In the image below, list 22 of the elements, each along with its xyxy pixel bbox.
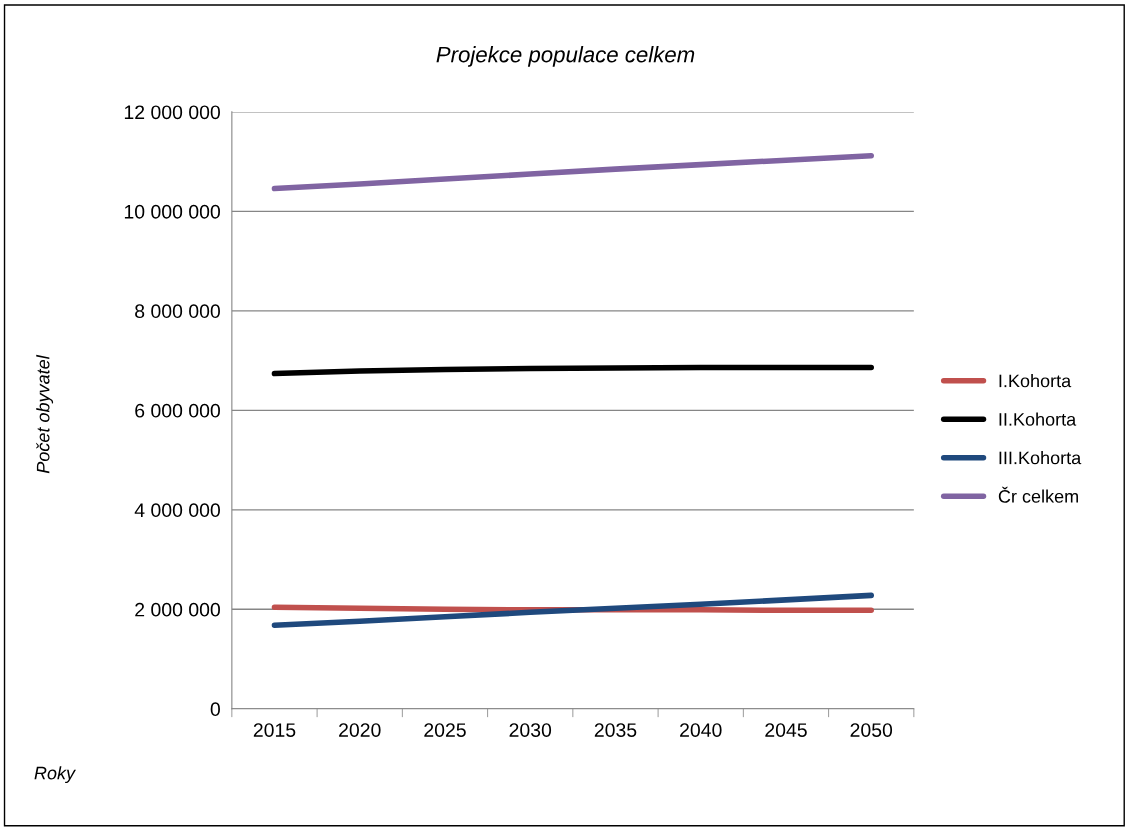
x-tick-label: 2045 xyxy=(765,723,807,737)
y-tick-label: 4 000 000 xyxy=(134,503,220,518)
y-axis-title: Počet obyvatel xyxy=(36,354,54,474)
legend-label: I.Kohorta xyxy=(999,374,1072,388)
x-tick-label: 2020 xyxy=(339,723,381,737)
y-tick-label: 8 000 000 xyxy=(135,304,220,319)
y-tick-label: 10 000 000 xyxy=(124,204,220,219)
x-tick-label: 2030 xyxy=(509,723,552,737)
x-tick-label: 2050 xyxy=(850,723,893,737)
legend-label: II.Kohorta xyxy=(999,412,1077,426)
y-tick-label: 2 000 000 xyxy=(135,602,220,617)
y-tick-label: 12 000 000 xyxy=(124,105,220,120)
legend-label: III.Kohorta xyxy=(999,451,1082,465)
x-tick-label: 2040 xyxy=(680,723,722,737)
x-tick-label: 2025 xyxy=(424,723,466,737)
y-tick-label: 6 000 000 xyxy=(135,403,220,418)
x-tick-label: 2035 xyxy=(594,723,637,737)
x-tick-label: 2015 xyxy=(253,723,296,737)
legend-label: Čr celkem xyxy=(998,486,1078,503)
x-axis-title: Roky xyxy=(34,766,76,784)
chart-title: Projekce populace celkem xyxy=(436,46,695,67)
y-tick-label: 0 xyxy=(210,702,220,717)
